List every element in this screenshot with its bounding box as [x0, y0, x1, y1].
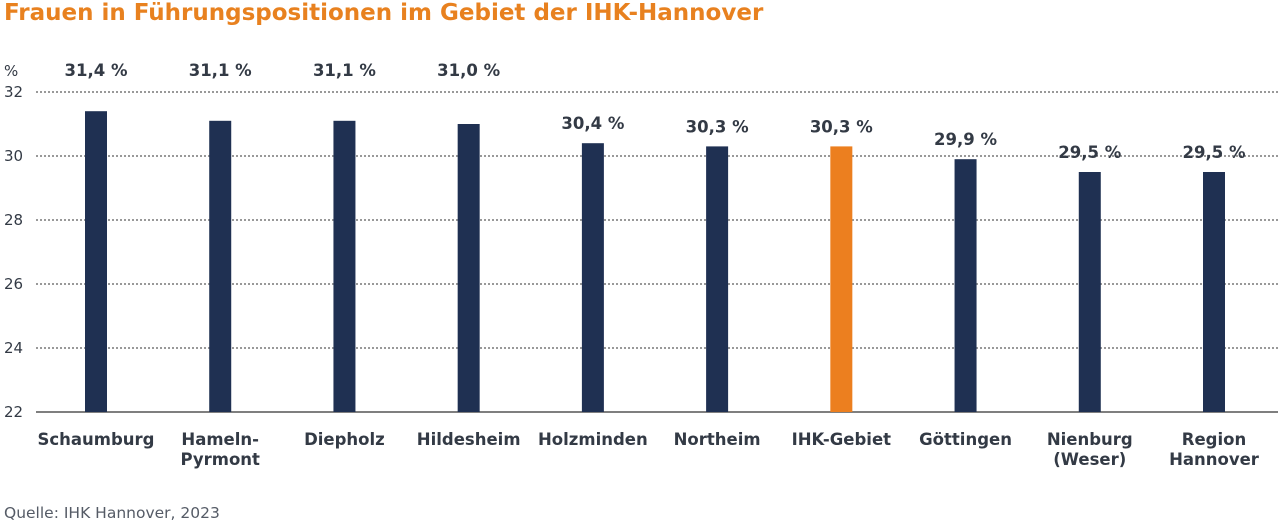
value-label: 30,4 % — [561, 114, 624, 133]
category-label: Northeim — [674, 430, 761, 449]
category-label: Region Hannover — [1169, 430, 1260, 469]
y-axis-unit: % — [4, 62, 18, 80]
bar-highlight — [830, 146, 853, 412]
value-label: 30,3 % — [686, 117, 749, 136]
value-label: 31,4 % — [65, 61, 128, 80]
y-tick-label: 22 — [4, 403, 23, 421]
value-label: 30,3 % — [810, 117, 873, 136]
category-labels: Schaumburg Hameln-Pyrmont Diepholz Hildeshe… — [38, 430, 1260, 469]
category-label-line: Hannover — [1169, 450, 1260, 469]
category-label-line: Northeim — [674, 430, 761, 449]
category-label-line: Region — [1182, 430, 1246, 449]
bar — [457, 124, 480, 412]
category-label: Hildesheim — [417, 430, 521, 449]
category-label-line: Nienburg — [1047, 430, 1133, 449]
bar — [1203, 172, 1225, 412]
chart-title: Frauen in Führungspositionen im Gebiet d… — [4, 0, 764, 26]
bar — [85, 111, 107, 412]
category-label-line: Hildesheim — [417, 430, 521, 449]
y-tick-label: 26 — [4, 275, 23, 293]
category-label: Holzminden — [538, 430, 648, 449]
category-label: Diepholz — [304, 430, 385, 449]
category-label-line: Holzminden — [538, 430, 648, 449]
source-note: Quelle: IHK Hannover, 2023 — [4, 504, 220, 522]
value-label: 31,1 % — [313, 61, 376, 80]
bar — [706, 146, 729, 412]
y-tick-label: 30 — [4, 147, 23, 165]
bars — [85, 111, 1225, 413]
value-label: 29,5 % — [1183, 143, 1246, 162]
category-label: Schaumburg — [38, 430, 155, 449]
bar — [1078, 172, 1101, 412]
category-label: Hameln-Pyrmont — [180, 430, 260, 469]
bar — [581, 143, 604, 412]
y-axis-ticks: 22 24 26 28 30 32 — [4, 83, 23, 421]
y-tick-label: 32 — [4, 83, 23, 101]
category-label-line: Göttingen — [919, 430, 1012, 449]
category-label-line: Diepholz — [304, 430, 385, 449]
y-tick-label: 24 — [4, 339, 23, 357]
bar — [209, 120, 232, 413]
value-label: 29,9 % — [934, 130, 997, 149]
category-label-line: IHK-Gebiet — [792, 430, 892, 449]
category-label-line: Hameln- — [181, 430, 259, 449]
category-label-line: (Weser) — [1053, 450, 1126, 469]
value-label: 31,0 % — [437, 61, 500, 80]
y-tick-label: 28 — [4, 211, 23, 229]
value-labels: 31,4 % 31,1 % 31,1 % 31,0 % 30,4 % 30,3 % 30,3… — [65, 61, 1246, 162]
category-label: IHK-Gebiet — [792, 430, 892, 449]
category-label-line: Schaumburg — [38, 430, 155, 449]
category-label: Göttingen — [919, 430, 1012, 449]
gridlines — [36, 91, 1278, 413]
value-label: 29,5 % — [1058, 143, 1121, 162]
category-label-line: Pyrmont — [180, 450, 260, 469]
bar — [333, 120, 356, 413]
category-label: Nienburg (Weser) — [1047, 430, 1133, 469]
value-label: 31,1 % — [189, 61, 252, 80]
bar — [954, 159, 977, 412]
